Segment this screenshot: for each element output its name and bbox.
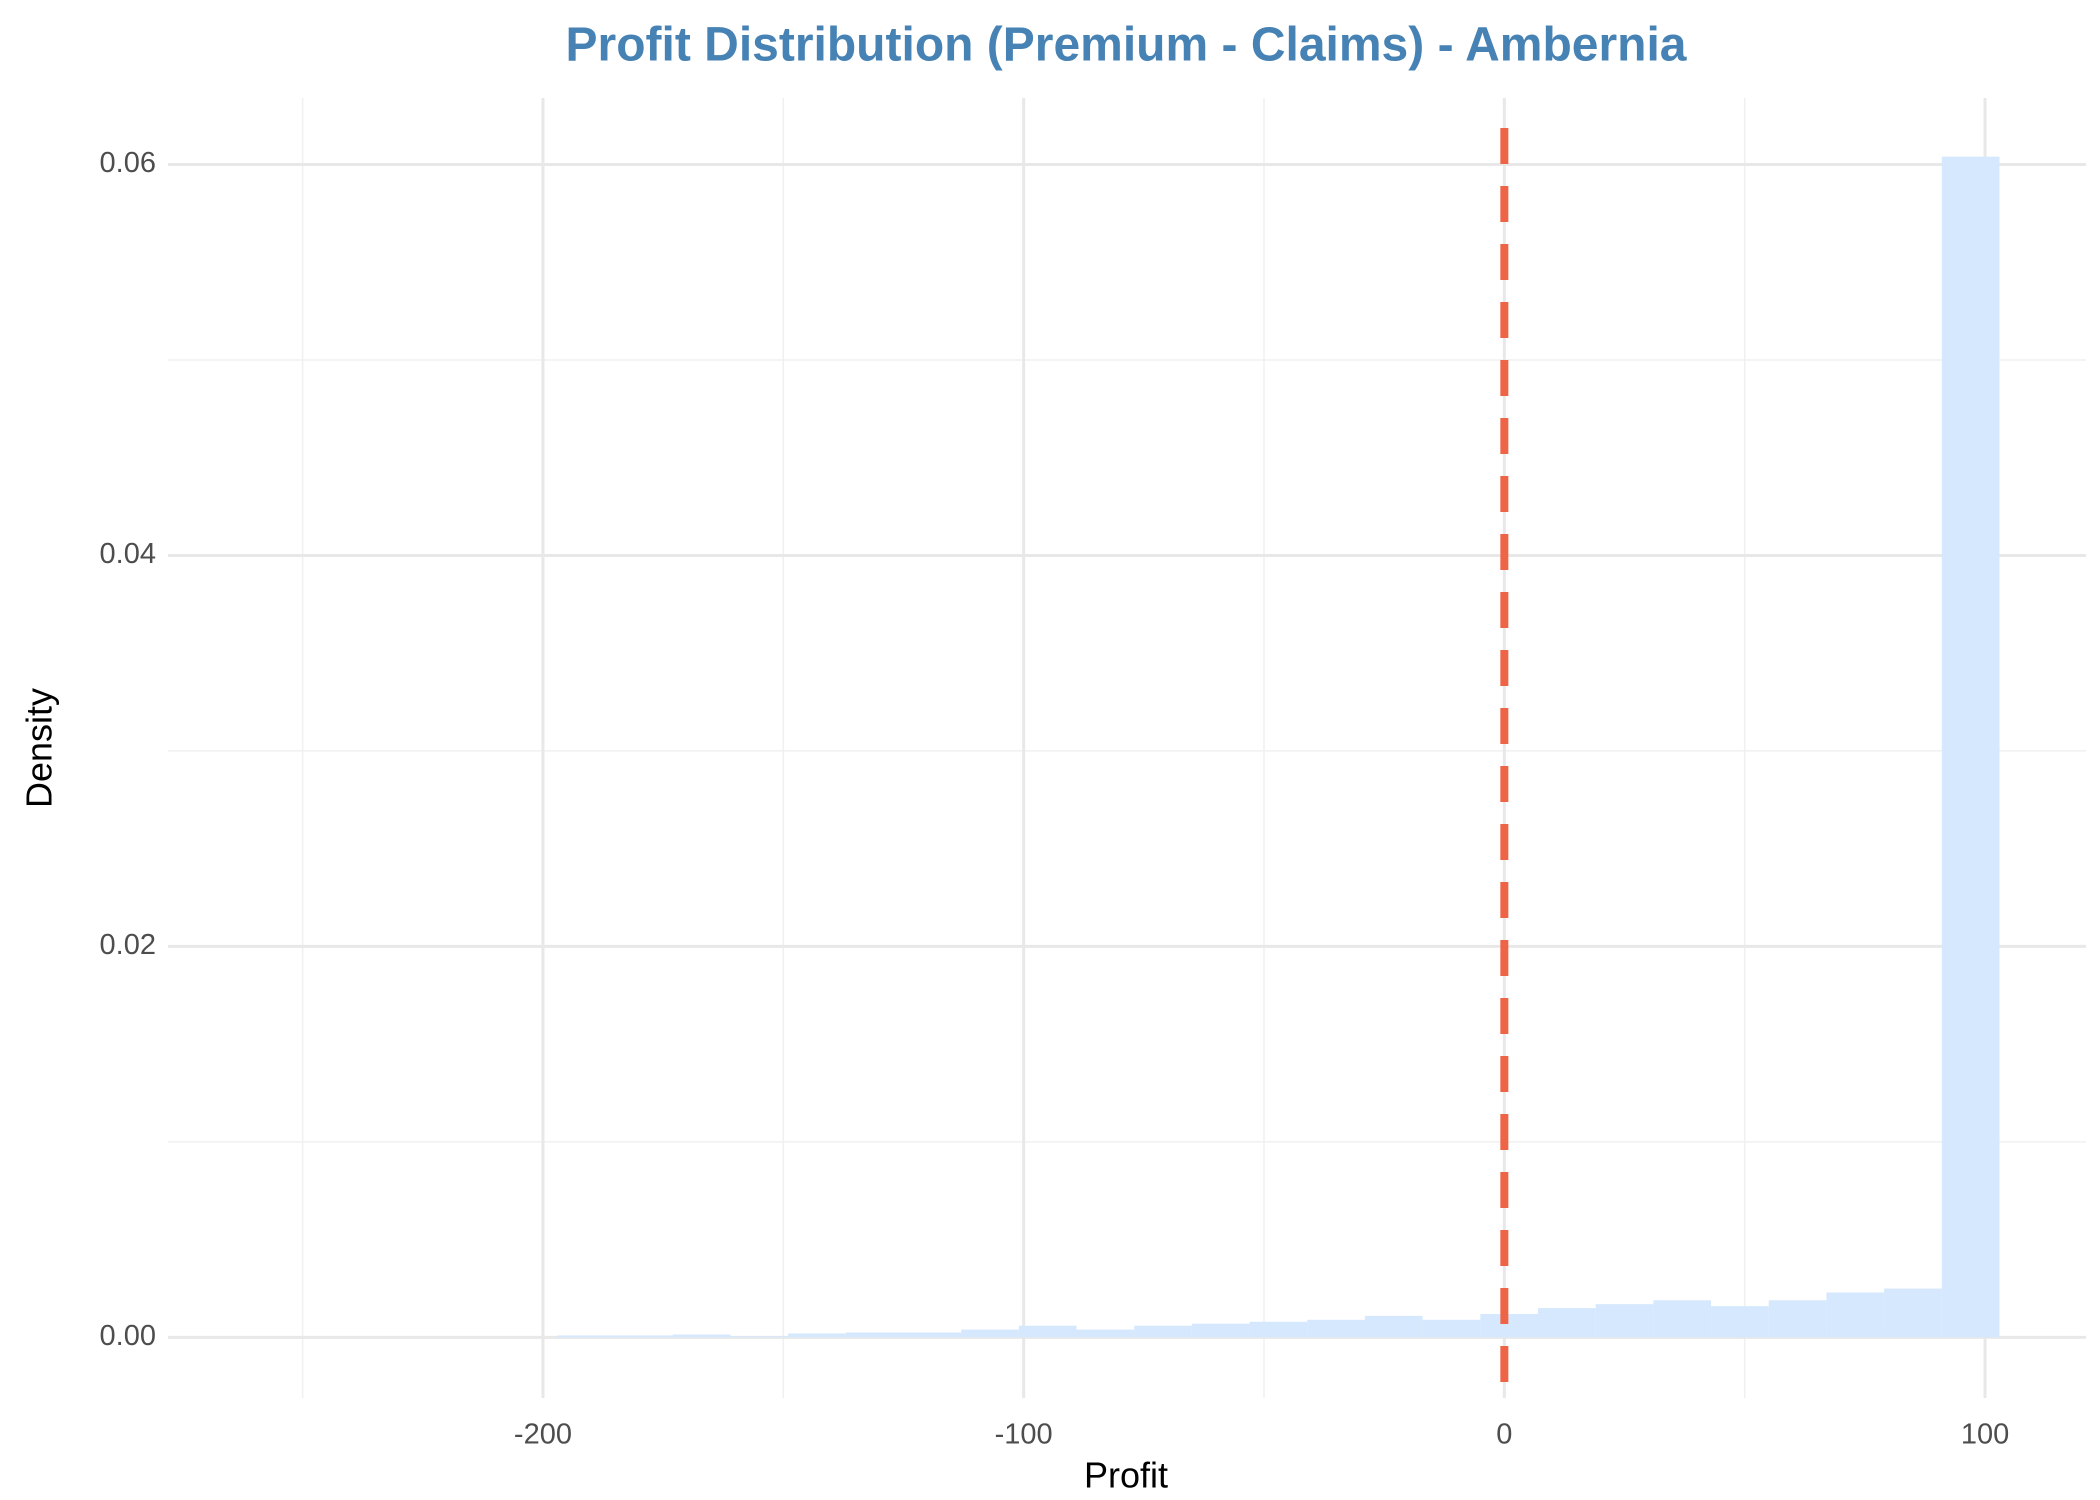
bar [1711, 1306, 1769, 1338]
bar [1653, 1300, 1712, 1338]
bar [557, 1335, 616, 1338]
bar [788, 1333, 846, 1338]
y-tick-label: 0.00 [100, 1320, 156, 1352]
bar [961, 1329, 1019, 1338]
bar [1538, 1308, 1596, 1338]
bar [1307, 1319, 1365, 1338]
y-tick-label: 0.02 [100, 929, 156, 961]
bar [1768, 1300, 1827, 1338]
bar [1191, 1323, 1250, 1338]
bar [1249, 1321, 1308, 1338]
x-axis-title: Profit [1084, 1455, 1168, 1496]
y-tick-label: 0.04 [100, 538, 156, 570]
x-tick-label: 100 [1961, 1419, 2009, 1451]
bar [730, 1336, 789, 1338]
y-axis-title: Density [19, 688, 60, 808]
bar [1364, 1315, 1423, 1338]
bar [1422, 1319, 1481, 1338]
bar [845, 1332, 904, 1338]
x-tick-label: -200 [514, 1419, 572, 1451]
x-tick-label: 0 [1496, 1419, 1512, 1451]
bar [1480, 1313, 1538, 1338]
bar [1826, 1292, 1885, 1338]
bar [672, 1334, 731, 1338]
x-tick-label: -100 [995, 1419, 1053, 1451]
y-tick-label: 0.06 [100, 147, 156, 179]
chart-title: Profit Distribution (Premium - Claims) -… [566, 19, 1687, 72]
bar [1134, 1325, 1192, 1338]
bar [1018, 1325, 1077, 1338]
bar [615, 1335, 673, 1338]
bar [1884, 1288, 1942, 1338]
bar [903, 1332, 962, 1338]
bar [1595, 1304, 1654, 1338]
bar [1076, 1329, 1135, 1338]
bar [1941, 156, 2000, 1338]
